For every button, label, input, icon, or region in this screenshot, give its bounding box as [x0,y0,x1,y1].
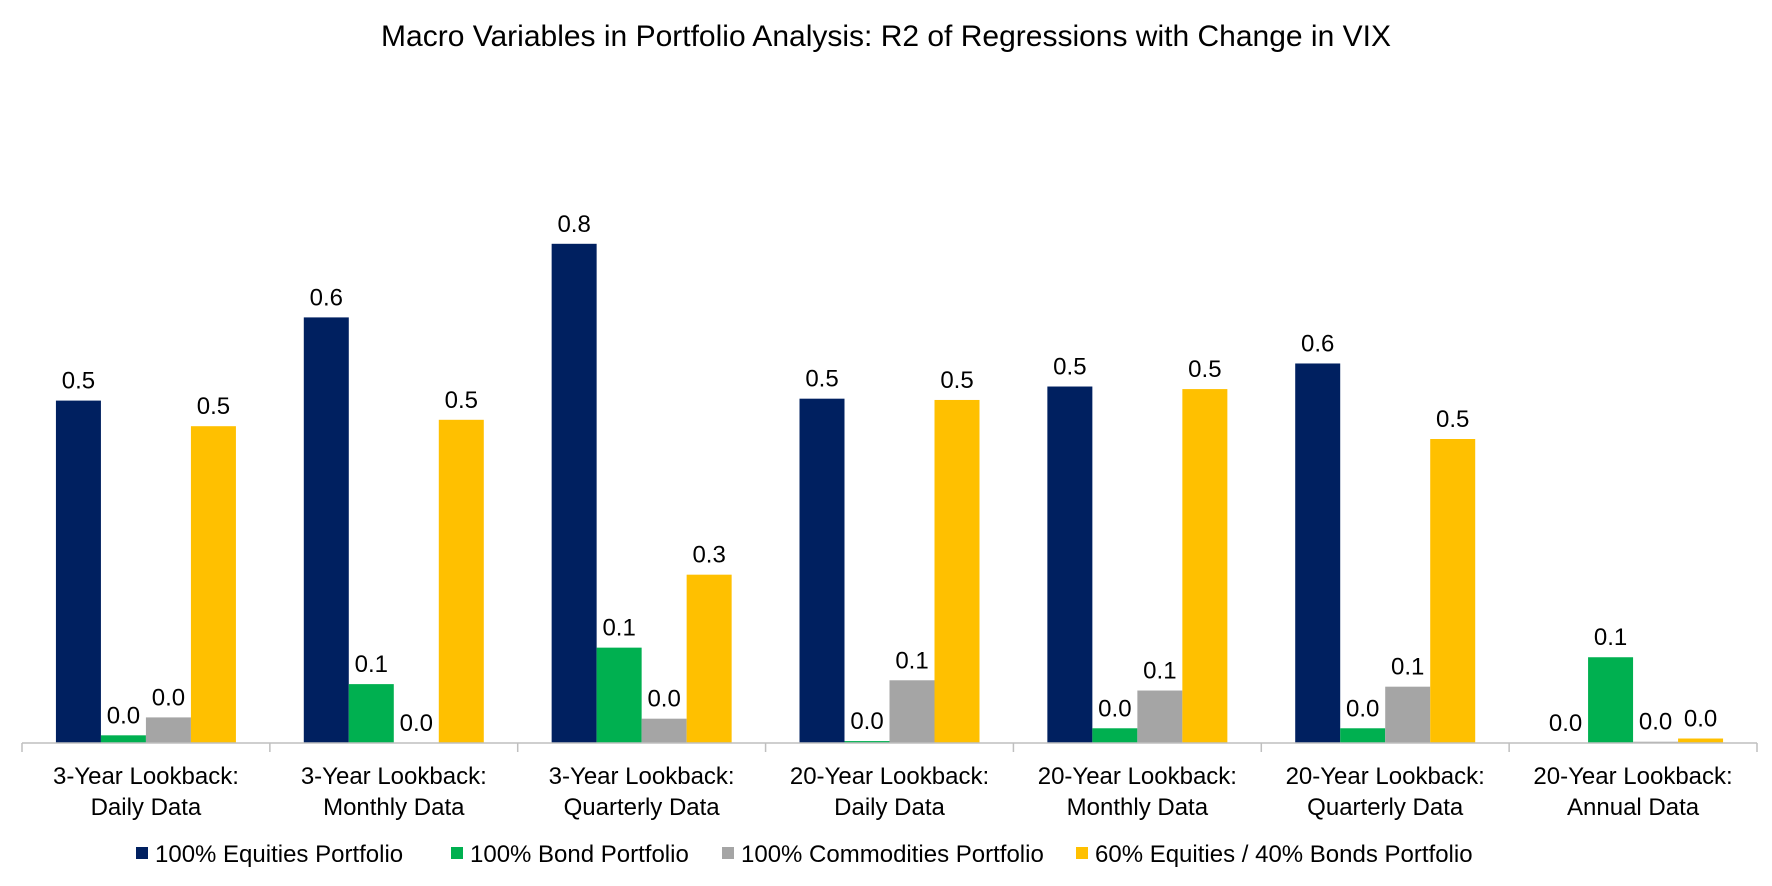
legend-swatch-1 [451,847,463,859]
data-label-series-2-cat-2: 0.0 [647,686,680,713]
x-tick-label-5-line-1: Quarterly Data [1307,794,1464,821]
legend-label-2: 100% Commodities Portfolio [741,841,1044,868]
data-label-series-2-cat-3: 0.1 [895,647,928,674]
data-label-series-1-cat-6: 0.1 [1594,624,1627,651]
legend-label-1: 100% Bond Portfolio [470,841,689,868]
bar-series-3-cat-5 [1430,439,1476,743]
data-label-series-0-cat-0: 0.5 [62,368,95,395]
bar-series-1-cat-3 [844,741,890,743]
bar-series-2-cat-3 [889,680,935,743]
bar-series-2-cat-0 [145,717,191,743]
x-tick-label-5-line-0: 20-Year Lookback: [1286,763,1485,790]
x-tick-label-4-line-1: Monthly Data [1067,794,1209,821]
legend-swatch-3 [1076,847,1088,859]
x-tick-label-2-line-0: 3-Year Lookback: [549,763,735,790]
bar-series-1-cat-0 [100,735,146,743]
data-label-series-3-cat-3: 0.5 [940,367,973,394]
data-label-series-3-cat-6: 0.0 [1684,706,1717,733]
bar-series-3-cat-2 [686,574,732,743]
x-tick-label-3-line-1: Daily Data [834,794,945,821]
data-label-series-2-cat-5: 0.1 [1391,654,1424,681]
x-tick-label-1-line-1: Monthly Data [323,794,465,821]
data-label-series-0-cat-6: 0.0 [1549,710,1582,737]
data-label-series-0-cat-2: 0.8 [557,211,590,238]
bar-series-1-cat-1 [348,684,394,743]
x-tick-label-6-line-0: 20-Year Lookback: [1533,763,1732,790]
x-tick-label-2-line-1: Quarterly Data [564,794,721,821]
bar-series-0-cat-5 [1295,363,1341,743]
data-label-series-3-cat-5: 0.5 [1436,406,1469,433]
bar-series-2-cat-4 [1137,690,1183,743]
x-tick-label-0-line-1: Daily Data [91,794,202,821]
data-label-series-2-cat-1: 0.0 [400,710,433,737]
bar-series-0-cat-2 [551,243,597,744]
data-label-series-1-cat-2: 0.1 [602,615,635,642]
chart-title: Macro Variables in Portfolio Analysis: R… [381,20,1391,53]
data-label-series-3-cat-1: 0.5 [445,387,478,414]
data-label-series-3-cat-4: 0.5 [1188,356,1221,383]
x-tick-label-4-line-0: 20-Year Lookback: [1038,763,1237,790]
bar-series-1-cat-6 [1588,657,1634,743]
bar-series-3-cat-4 [1182,389,1228,743]
bar-series-0-cat-3 [799,398,845,743]
data-label-series-3-cat-2: 0.3 [692,542,725,569]
bar-series-0-cat-1 [303,317,349,743]
bar-series-2-cat-2 [641,718,687,743]
legend-label-0: 100% Equities Portfolio [155,841,403,868]
bar-series-3-cat-0 [190,426,236,743]
legend-label-3: 60% Equities / 40% Bonds Portfolio [1095,841,1473,868]
bar-series-1-cat-5 [1340,728,1386,743]
bar-series-3-cat-1 [438,419,484,743]
bar-series-3-cat-3 [934,399,980,743]
data-label-series-2-cat-6: 0.0 [1639,709,1672,736]
legend-swatch-0 [136,847,148,859]
data-label-series-3-cat-0: 0.5 [197,393,230,420]
bar-series-1-cat-2 [596,647,642,743]
bars-layer [55,243,1724,744]
bar-series-2-cat-5 [1385,686,1431,743]
data-label-series-1-cat-3: 0.0 [850,708,883,735]
data-label-series-1-cat-0: 0.0 [107,702,140,729]
x-tick-label-3-line-0: 20-Year Lookback: [790,763,989,790]
data-labels-layer: 0.5 0.6 0.8 0.5 0.5 0.6 0.0 0.0 0.1 0.1 0.0 0.0 0.0 0… [62,211,1718,737]
legend-swatch-2 [722,847,734,859]
bar-series-3-cat-6 [1678,738,1724,743]
data-label-series-1-cat-1: 0.1 [355,651,388,678]
data-label-series-0-cat-1: 0.6 [310,284,343,311]
data-label-series-1-cat-5: 0.0 [1346,695,1379,722]
data-label-series-1-cat-4: 0.0 [1098,695,1131,722]
data-label-series-0-cat-3: 0.5 [805,366,838,393]
x-tick-label-0-line-0: 3-Year Lookback: [53,763,239,790]
x-tick-label-6-line-1: Annual Data [1567,794,1700,821]
bar-series-0-cat-4 [1047,386,1093,743]
legend: 100% Equities Portfolio 100% Bond Portfol… [136,841,1473,868]
bar-series-1-cat-4 [1092,728,1138,743]
x-tick-label-1-line-0: 3-Year Lookback: [301,763,487,790]
bar-series-0-cat-0 [55,400,101,743]
data-label-series-2-cat-0: 0.0 [152,684,185,711]
data-label-series-0-cat-5: 0.6 [1301,330,1334,357]
x-axis: 3-Year Lookback: Daily Data 3-Year Lookbac… [21,742,1758,821]
data-label-series-2-cat-4: 0.1 [1143,658,1176,685]
data-label-series-0-cat-4: 0.5 [1053,354,1086,381]
